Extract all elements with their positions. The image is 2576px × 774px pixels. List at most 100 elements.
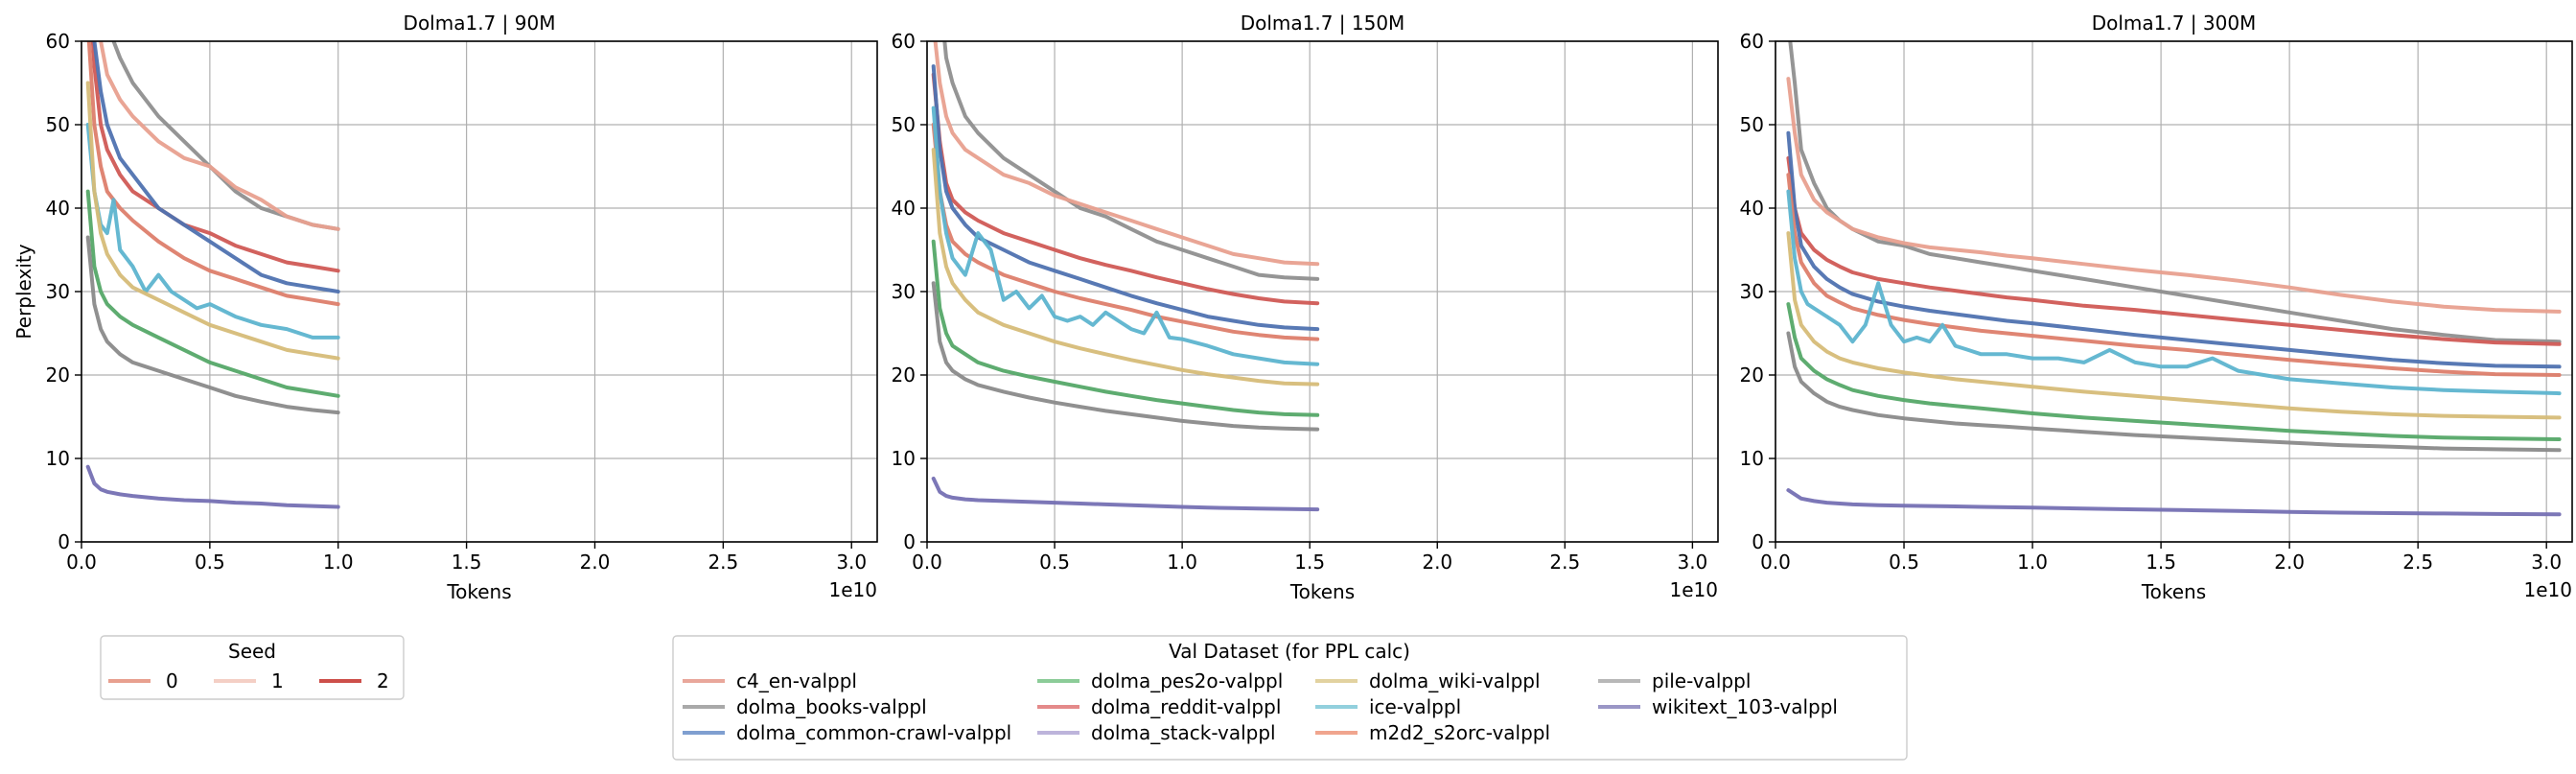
legend-label: m2d2_s2orc-valppl: [1369, 721, 1550, 744]
y-tick-label: 30: [892, 280, 916, 303]
x-axis-label: Tokens: [1289, 580, 1355, 603]
series-line: [933, 41, 1320, 267]
x-tick-label: 2.0: [2274, 551, 2305, 574]
legend-label: pile-valppl: [1652, 669, 1751, 692]
chart-panel-2: 0.0 0.5 1.0 1.5 2.0 2.5 3.0 0 10 20 30 40 50 60 Dolma1…: [892, 12, 1719, 603]
legend-label: c4_en-valppl: [736, 669, 857, 692]
x-axis-label: Tokens: [446, 580, 511, 603]
x-tick-label: 1.5: [2146, 551, 2176, 574]
x-tick-label: 0.0: [66, 551, 97, 574]
y-tick-label: 0: [903, 530, 916, 553]
x-tick-label: 1.0: [1167, 551, 1197, 574]
series-line: [931, 106, 1320, 366]
series-group: [931, 41, 1320, 512]
y-tick-label: 10: [46, 447, 70, 470]
legend-frame: [100, 635, 405, 700]
x-tick-label: 2.5: [708, 551, 738, 574]
series-line: [1786, 231, 2562, 420]
y-tick-label: 50: [1740, 113, 1764, 136]
y-tick-label: 0: [1752, 530, 1764, 553]
chart-title: Dolma1.7 | 90M: [404, 12, 556, 35]
x-tick-label: 2.5: [2402, 551, 2433, 574]
legend-label: dolma_books-valppl: [736, 695, 927, 718]
chart-panel-3: 0.0 0.5 1.0 1.5 2.0 2.5 3.0 0 10 20 30 40 50 60 Dolma1…: [1740, 12, 2573, 603]
series-line: [86, 41, 340, 307]
series-line: [85, 464, 340, 509]
x-exponent-label: 1e10: [2524, 578, 2572, 601]
legend-label: dolma_stack-valppl: [1091, 721, 1276, 744]
x-tick-label: 3.0: [2531, 551, 2562, 574]
y-tick-label: 60: [892, 30, 916, 53]
x-tick-label: 1.0: [2017, 551, 2048, 574]
x-tick-label: 3.0: [1677, 551, 1707, 574]
x-exponent-label: 1e10: [1670, 578, 1718, 601]
legend-title: Val Dataset (for PPL calc): [1169, 640, 1410, 663]
legend-label: dolma_common-crawl-valppl: [736, 721, 1011, 744]
x-tick-label: 0.5: [1039, 551, 1070, 574]
y-tick-label: 60: [1740, 30, 1764, 53]
x-tick-label: 2.0: [580, 551, 611, 574]
y-tick-label: 50: [46, 113, 70, 136]
x-tick-label: 1.5: [1294, 551, 1325, 574]
legend-label: dolma_reddit-valppl: [1091, 695, 1281, 718]
legend-label: dolma_pes2o-valppl: [1091, 669, 1283, 692]
legend-frame: [672, 635, 1908, 761]
legend-label: 0: [166, 669, 178, 692]
series-line: [111, 41, 340, 231]
y-tick-label: 40: [892, 197, 916, 220]
x-tick-label: 1.0: [323, 551, 354, 574]
x-tick-label: 3.0: [836, 551, 867, 574]
y-tick-label: 20: [46, 364, 70, 387]
series-line: [92, 41, 340, 293]
series-line: [931, 123, 1320, 341]
legend-seed: Seed 0 1 2: [100, 635, 405, 700]
y-tick-label: 60: [46, 30, 70, 53]
y-tick-label: 50: [892, 113, 916, 136]
y-tick-label: 40: [1740, 197, 1764, 220]
y-tick-label: 0: [58, 530, 70, 553]
series-line: [931, 476, 1320, 512]
series-line: [1786, 331, 2562, 453]
y-tick-label: 30: [46, 280, 70, 303]
series-line: [1788, 41, 2562, 344]
legend-label: ice-valppl: [1369, 695, 1461, 718]
series-line: [931, 281, 1320, 432]
series-line: [1786, 173, 2562, 377]
series-line: [931, 64, 1320, 332]
series-line: [1786, 77, 2562, 314]
legend-title: Seed: [228, 640, 276, 663]
y-tick-label: 20: [892, 364, 916, 387]
series-line: [85, 189, 340, 398]
y-tick-label: 10: [892, 447, 916, 470]
y-tick-label: 40: [46, 197, 70, 220]
chart-panel-1: 0.0 0.5 1.0 1.5 2.0 2.5 3.0 0 10 20 30 40 50 60 Dolma1…: [46, 12, 878, 603]
legend-label: 2: [377, 669, 389, 692]
series-line: [1786, 189, 2562, 396]
series-line: [931, 148, 1320, 387]
series-line: [1786, 302, 2562, 441]
legend-label: dolma_wiki-valppl: [1369, 669, 1541, 692]
series-line: [1786, 130, 2562, 369]
x-axis-label: Tokens: [2141, 580, 2206, 603]
chart-title: Dolma1.7 | 300M: [2092, 12, 2257, 35]
x-tick-label: 0.0: [1760, 551, 1791, 574]
x-exponent-label: 1e10: [829, 578, 877, 601]
series-line: [931, 239, 1320, 417]
series-line: [85, 123, 340, 340]
x-tick-label: 2.5: [1549, 551, 1580, 574]
y-tick-label: 20: [1740, 364, 1764, 387]
chart-title: Dolma1.7 | 150M: [1241, 12, 1405, 35]
x-tick-label: 0.5: [1889, 551, 1919, 574]
legend-val-dataset: Val Dataset (for PPL calc)c4_en-valppldo…: [672, 635, 1908, 761]
legend-label: 1: [271, 669, 284, 692]
y-axis-label: Perplexity: [12, 244, 35, 339]
series-line: [931, 72, 1320, 306]
y-tick-label: 10: [1740, 447, 1764, 470]
x-tick-label: 1.5: [452, 551, 482, 574]
series-line: [942, 41, 1320, 281]
series-line: [99, 41, 340, 231]
x-tick-label: 0.0: [912, 551, 942, 574]
series-line: [1786, 155, 2562, 346]
series-line: [1786, 488, 2562, 517]
